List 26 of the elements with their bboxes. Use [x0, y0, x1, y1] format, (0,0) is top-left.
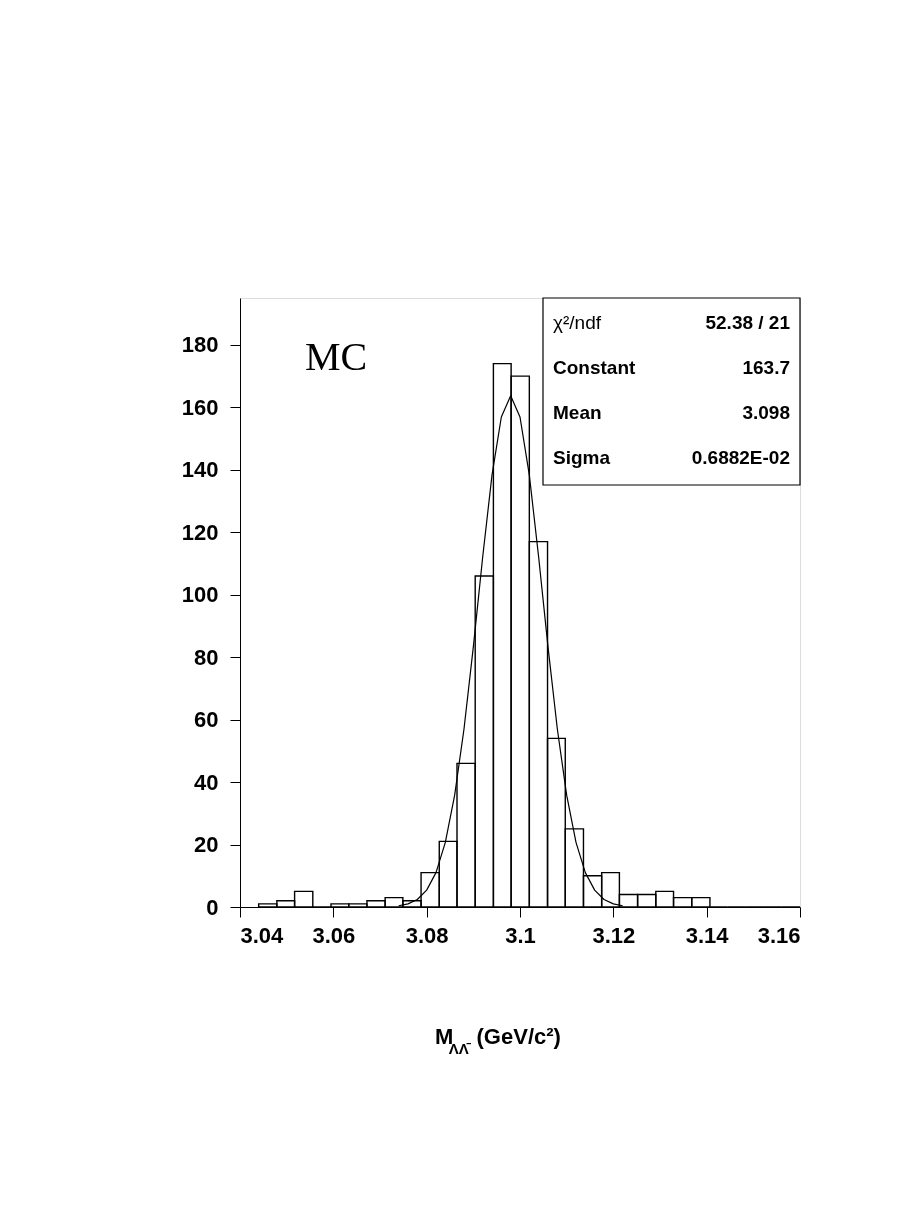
annotation: Constant — [553, 357, 636, 378]
x-tick-label: 3.12 — [592, 922, 636, 948]
y-tick-label: 100 — [181, 582, 219, 608]
y-tick-label: 40 — [194, 769, 219, 795]
y-tick-label: 160 — [181, 394, 219, 420]
annotation: 52.38 / 21 — [705, 312, 791, 333]
y-tick-label: 60 — [194, 707, 219, 733]
y-tick-label: 20 — [194, 832, 219, 858]
annotation: 3.098 — [742, 402, 790, 423]
annotation: 163.7 — [742, 357, 790, 378]
y-tick-label: 120 — [181, 519, 219, 545]
x-tick-label: 3.16 — [757, 922, 801, 948]
x-tick-label: 3.06 — [312, 922, 356, 948]
x-tick-label: 3.1 — [505, 922, 536, 948]
y-tick-label: 0 — [206, 894, 219, 920]
annotation: MC — [305, 334, 368, 379]
y-tick-label: 180 — [181, 332, 219, 358]
x-tick-label: 3.04 — [240, 922, 285, 948]
annotation: Mean — [553, 402, 602, 423]
annotation: χ²/ndf — [553, 312, 602, 333]
x-tick-label: 3.14 — [685, 922, 730, 948]
y-tick-label: 140 — [181, 457, 219, 483]
x-tick-label: 3.08 — [405, 922, 449, 948]
annotation: Sigma — [553, 447, 611, 468]
y-tick-label: 80 — [194, 644, 219, 670]
annotation: 0.6882E-02 — [691, 447, 790, 468]
